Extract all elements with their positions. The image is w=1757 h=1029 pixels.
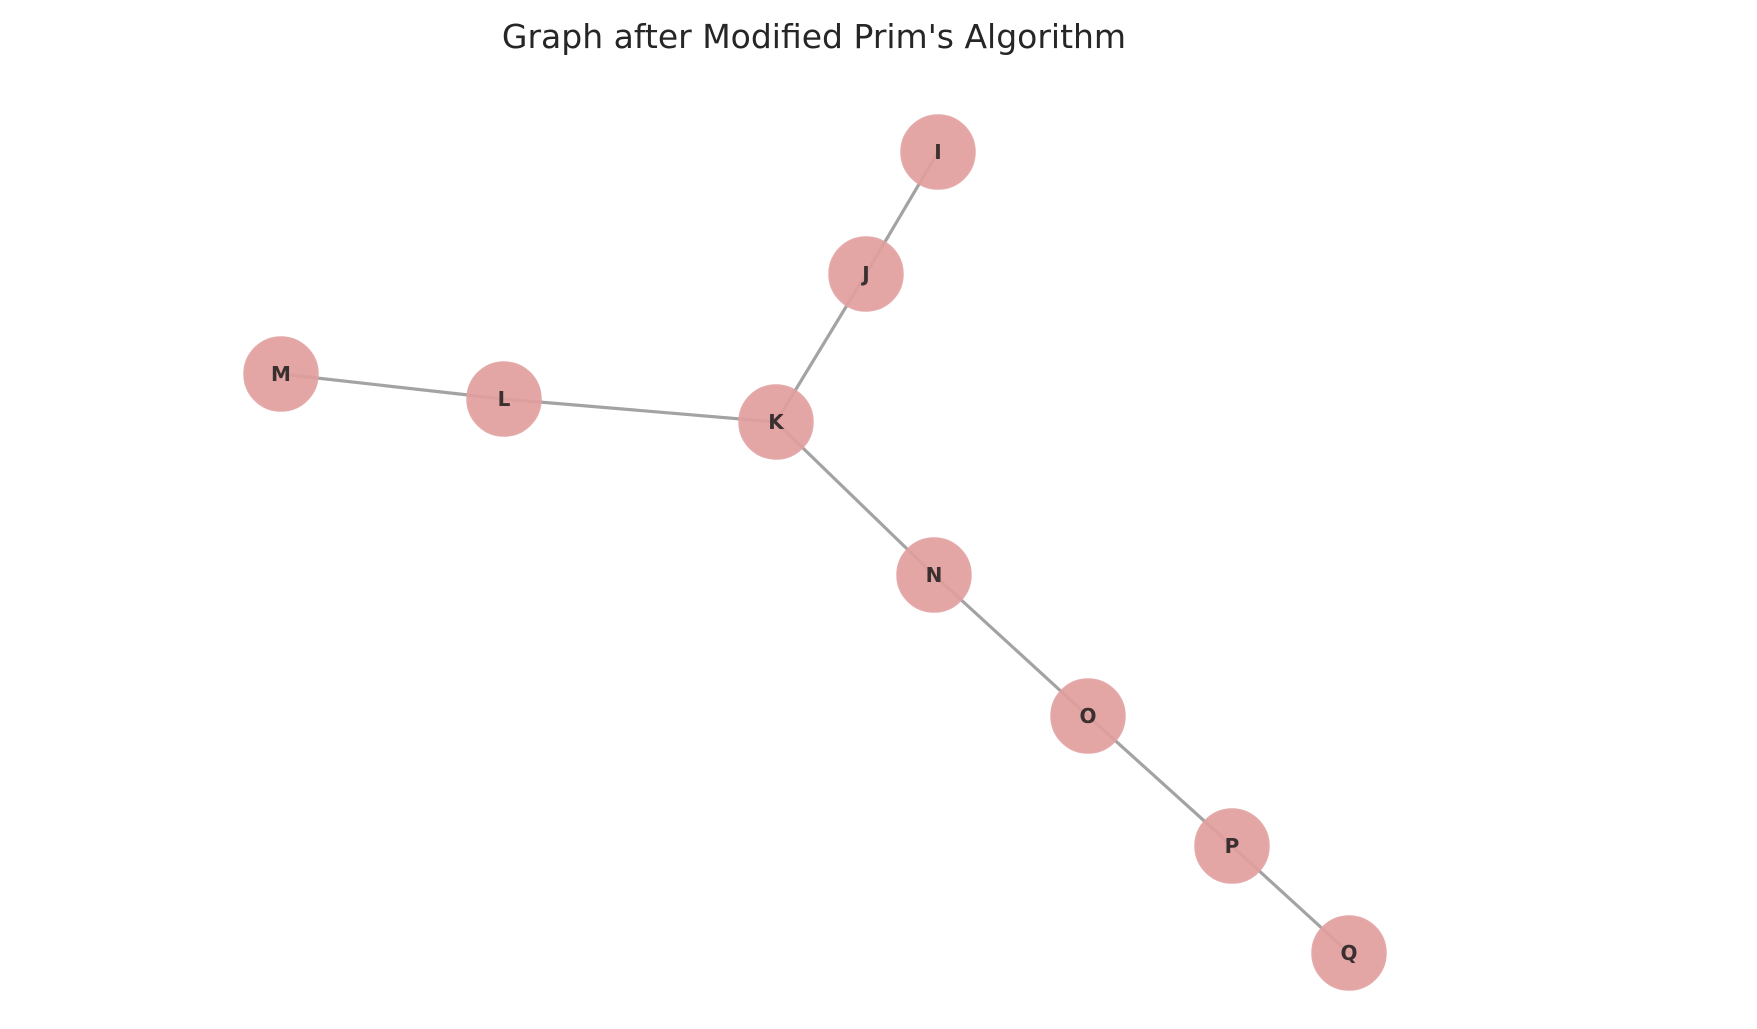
node-label: P <box>1225 834 1240 858</box>
node-label: N <box>926 563 943 587</box>
node-circle <box>1050 678 1126 754</box>
node-j: J <box>828 236 904 312</box>
node-circle <box>896 537 972 613</box>
node-circle <box>1311 915 1387 991</box>
node-label: I <box>934 140 941 164</box>
node-circle <box>900 114 976 190</box>
node-k: K <box>738 384 814 460</box>
node-n: N <box>896 537 972 613</box>
edges-layer <box>279 150 1351 955</box>
edge-k-l <box>502 397 778 424</box>
node-label: Q <box>1340 941 1357 965</box>
node-l: L <box>466 361 542 437</box>
node-circle <box>1194 808 1270 884</box>
node-q: Q <box>1311 915 1387 991</box>
nodes-layer: I J K L M N O P Q <box>243 114 1387 991</box>
node-label: M <box>271 362 291 386</box>
node-p: P <box>1194 808 1270 884</box>
node-label: L <box>498 387 511 411</box>
node-m: M <box>243 336 319 412</box>
node-circle <box>828 236 904 312</box>
node-o: O <box>1050 678 1126 754</box>
node-label: K <box>768 410 785 434</box>
node-label: J <box>860 262 869 286</box>
node-i: I <box>900 114 976 190</box>
node-label: O <box>1079 704 1096 728</box>
node-circle <box>466 361 542 437</box>
node-circle <box>738 384 814 460</box>
graph-title: Graph after Modified Prim's Algorithm <box>502 17 1126 56</box>
node-circle <box>243 336 319 412</box>
